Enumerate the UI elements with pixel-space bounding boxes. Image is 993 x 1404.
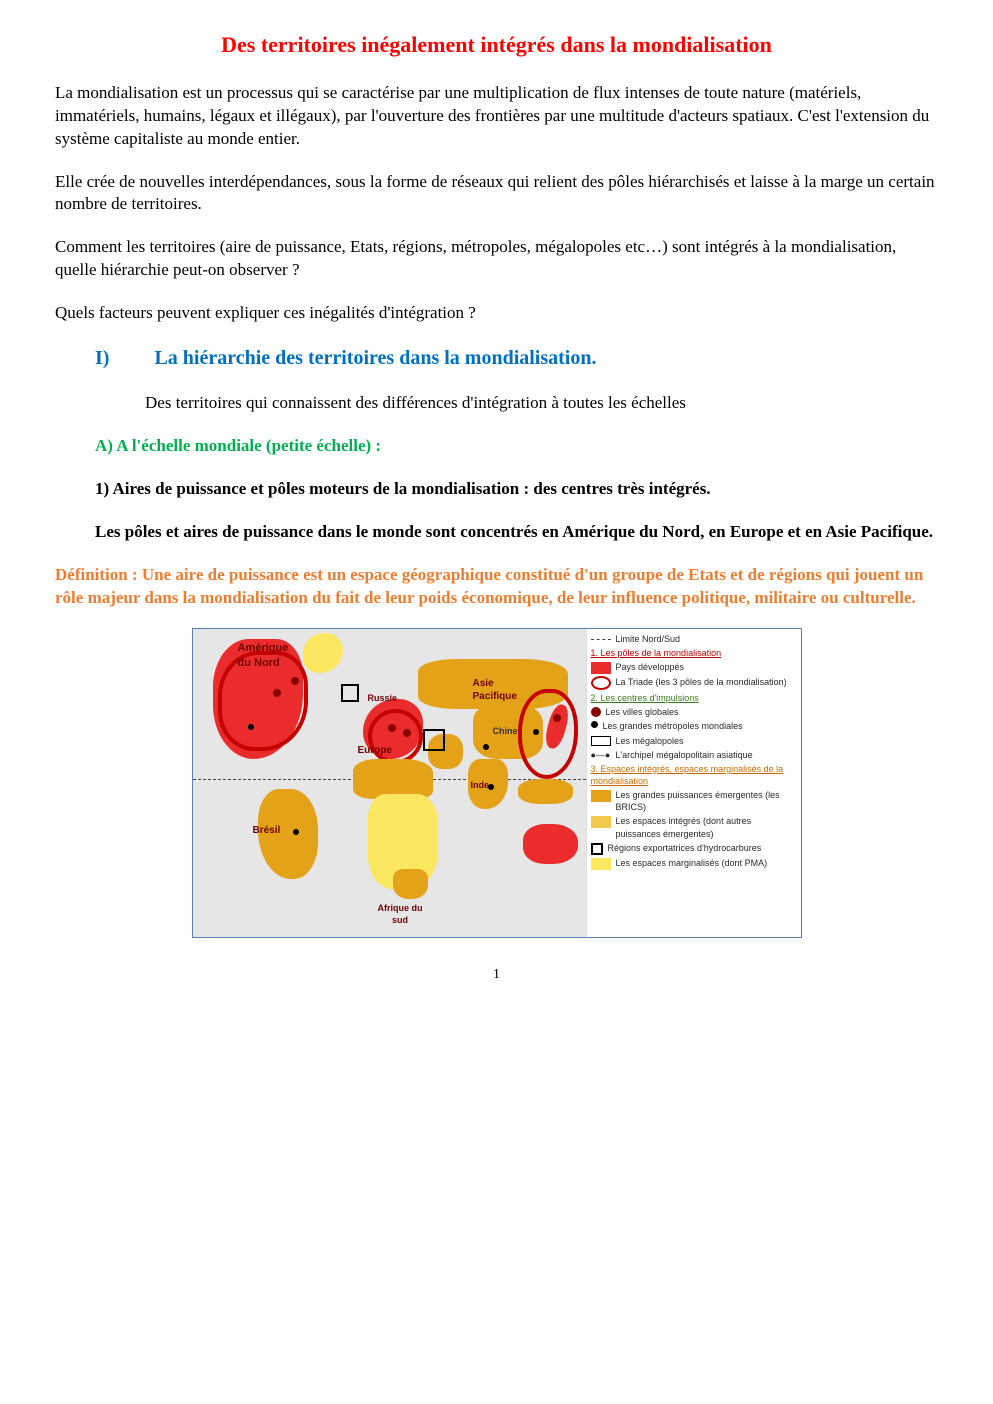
label-america-1: Amérique	[238, 641, 289, 656]
city-dot	[248, 724, 254, 730]
intro-paragraph-3: Comment les territoires (aire de puissan…	[55, 236, 938, 282]
south-africa-shape	[393, 869, 428, 899]
greenland-shape	[303, 633, 343, 673]
legend-header-2: 2. Les centres d'impulsions	[591, 692, 797, 704]
label-afsud-1: Afrique du	[378, 902, 423, 914]
city-dot	[273, 689, 281, 697]
legend-3b: Les espaces intégrés (dont autres puissa…	[591, 815, 797, 839]
legend-3c: Régions exportatrices d'hydrocarbures	[591, 842, 797, 855]
label-afsud: Afrique du sud	[378, 902, 423, 926]
map-container: Amérique du Nord Asie Pacifique Russie C…	[55, 628, 938, 938]
legend-2b: Les grandes métropoles mondiales	[591, 720, 797, 732]
label-inde: Inde	[471, 779, 490, 791]
asia-pacific-ring	[518, 689, 578, 779]
southeast-asia-shape	[518, 779, 573, 804]
legend-2c: Les mégalopoles	[591, 735, 797, 747]
label-asia: Asie Pacifique	[473, 677, 517, 704]
label-europe: Europe	[358, 744, 392, 758]
legend-3d: Les espaces marginalisés (dont PMA)	[591, 857, 797, 870]
australia-shape	[523, 824, 578, 864]
city-dot	[403, 729, 411, 737]
document-title: Des territoires inégalement intégrés dan…	[55, 30, 938, 60]
legend-limit: Limite Nord/Sud	[591, 633, 797, 645]
point-1-num: 1)	[95, 479, 109, 498]
label-china: Chine	[493, 725, 518, 737]
label-america-2: du Nord	[238, 656, 289, 671]
page-number: 1	[55, 966, 938, 985]
section-1-title: La hiérarchie des territoires dans la mo…	[154, 347, 596, 369]
map-graphic-area: Amérique du Nord Asie Pacifique Russie C…	[193, 629, 586, 937]
oil-region-square-2	[341, 684, 359, 702]
label-afsud-2: sud	[378, 914, 423, 926]
label-asia-1: Asie	[473, 677, 517, 691]
map-legend: Limite Nord/Sud 1. Les pôles de la mondi…	[586, 629, 801, 937]
legend-1b: La Triade (les 3 pôles de la mondialisat…	[591, 676, 797, 690]
label-america: Amérique du Nord	[238, 641, 289, 671]
legend-2d: ●—● L'archipel mégalopolitain asiatique	[591, 749, 797, 761]
intro-paragraph-2: Elle crée de nouvelles interdépendances,…	[55, 171, 938, 217]
north-africa-shape	[353, 759, 433, 799]
world-map-figure: Amérique du Nord Asie Pacifique Russie C…	[192, 628, 802, 938]
section-1-lead: Des territoires qui connaissent des diff…	[145, 392, 938, 415]
legend-header-1: 1. Les pôles de la mondialisation	[591, 647, 797, 659]
point-1-text: Aires de puissance et pôles moteurs de l…	[112, 479, 710, 498]
legend-header-3: 3. Espaces intégrés, espaces marginalisé…	[591, 763, 797, 787]
oil-region-square-1	[423, 729, 445, 751]
legend-limit-text: Limite Nord/Sud	[616, 633, 797, 645]
city-dot	[483, 744, 489, 750]
city-dot	[553, 714, 561, 722]
intro-paragraph-4: Quels facteurs peuvent expliquer ces iné…	[55, 302, 938, 325]
city-dot	[293, 829, 299, 835]
definition-paragraph: Définition : Une aire de puissance est u…	[55, 564, 938, 610]
label-russia: Russie	[368, 692, 398, 704]
subsection-A: A) A l'échelle mondiale (petite échelle)…	[95, 435, 938, 458]
legend-2a: Les villes globales	[591, 706, 797, 718]
legend-3a: Les grandes puissances émergentes (les B…	[591, 789, 797, 813]
city-dot	[533, 729, 539, 735]
bold-statement: Les pôles et aires de puissance dans le …	[95, 521, 938, 544]
section-1-number: I)	[95, 345, 109, 372]
label-asia-2: Pacifique	[473, 690, 517, 704]
point-1: 1) Aires de puissance et pôles moteurs d…	[95, 478, 938, 501]
legend-1a: Pays développés	[591, 661, 797, 674]
label-bresil: Brésil	[253, 824, 281, 838]
section-1-heading: I) La hiérarchie des territoires dans la…	[55, 345, 938, 372]
city-dot	[388, 724, 396, 732]
intro-paragraph-1: La mondialisation est un processus qui s…	[55, 82, 938, 151]
city-dot	[291, 677, 299, 685]
